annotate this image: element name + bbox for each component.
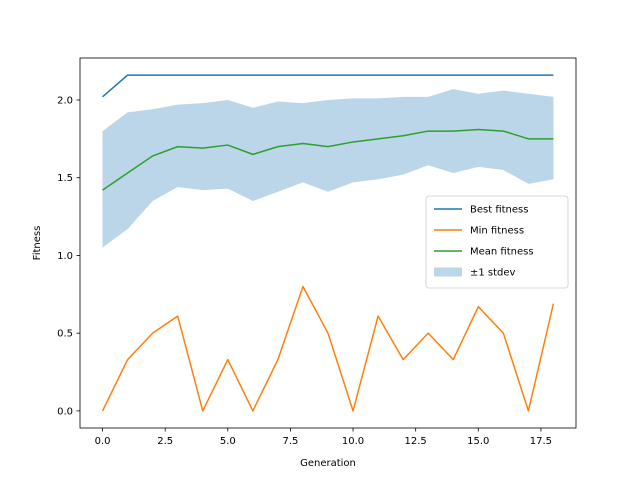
best-fitness-line xyxy=(102,74,554,98)
x-tick-label: 17.5 xyxy=(530,436,552,447)
legend-label: Mean fitness xyxy=(470,247,534,258)
x-tick-label: 5.0 xyxy=(220,436,236,447)
plot-area xyxy=(101,74,555,412)
min-fitness-line xyxy=(101,285,555,412)
axis-ticks: 0.0 2.5 5.0 7.5 10.0 12.5 15.0 17.5 0.0 0.5 1.0 1.5… xyxy=(57,95,552,447)
x-tick-label: 2.5 xyxy=(157,436,173,447)
legend-box xyxy=(425,195,569,289)
stdev-band xyxy=(102,89,554,248)
axes-frame xyxy=(79,57,577,429)
legend-label: Min fitness xyxy=(470,226,524,237)
mean-fitness-line xyxy=(102,128,554,191)
y-axis-label: Fitness xyxy=(32,226,43,261)
x-axis-label: Generation xyxy=(300,458,356,469)
legend-swatch-band xyxy=(434,267,462,277)
y-tick-label: 2.0 xyxy=(57,95,73,106)
legend-label: ±1 stdev xyxy=(470,268,516,279)
y-tick-label: 0.5 xyxy=(57,329,73,340)
y-tick-label: 0.0 xyxy=(57,406,73,417)
x-tick-label: 12.5 xyxy=(405,436,427,447)
y-tick-label: 1.0 xyxy=(57,251,73,262)
legend-label: Best fitness xyxy=(470,205,528,216)
x-tick-label: 0.0 xyxy=(95,436,111,447)
y-tick-label: 1.5 xyxy=(57,173,73,184)
x-tick-label: 15.0 xyxy=(467,436,489,447)
x-tick-label: 10.0 xyxy=(342,436,364,447)
x-tick-label: 7.5 xyxy=(282,436,298,447)
legend: Best fitness Min fitness Mean fitness ±1 st… xyxy=(425,195,569,289)
